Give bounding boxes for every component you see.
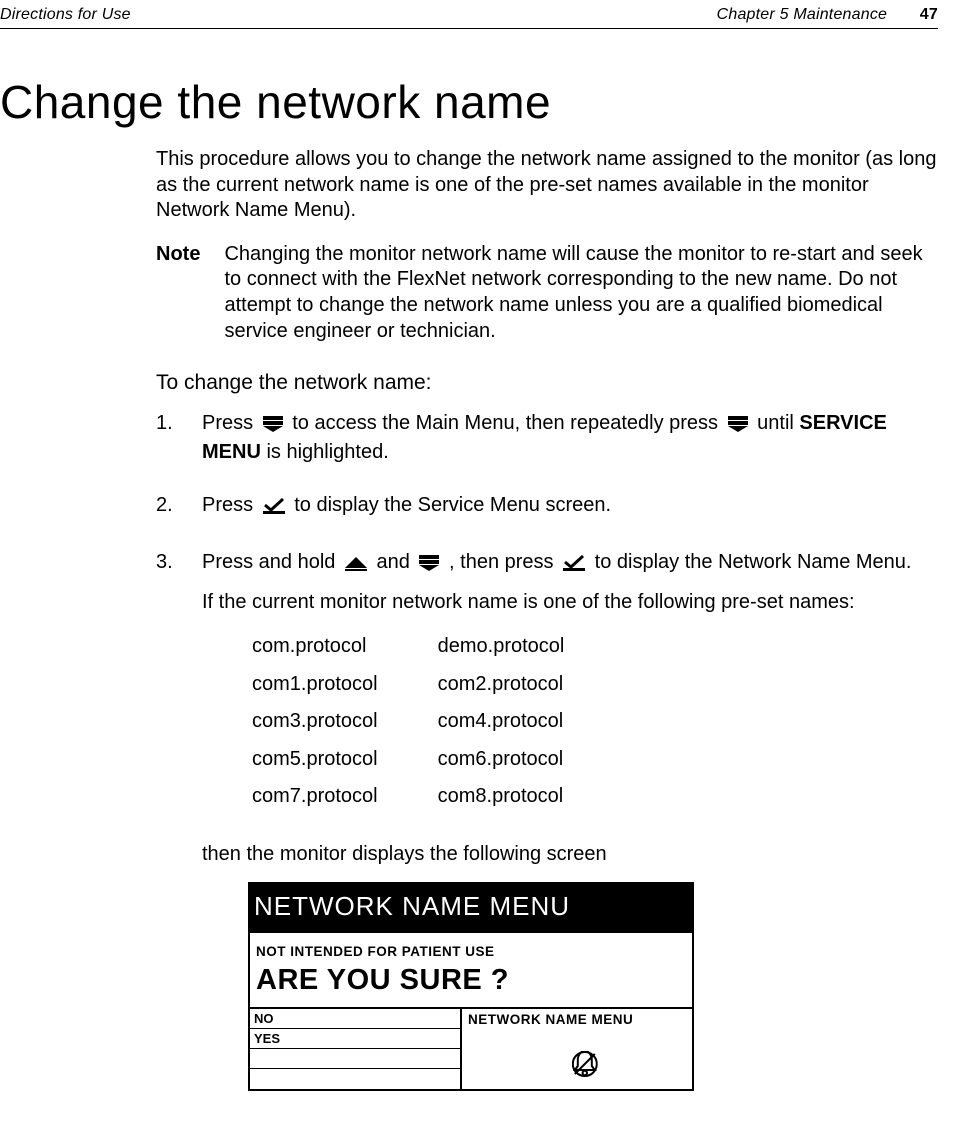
- screen-options-col: NO YES: [250, 1009, 462, 1089]
- protocol-cell: com4.protocol: [438, 703, 625, 741]
- screen-mid: NOT INTENDED FOR PATIENT USE ARE YOU SUR…: [250, 933, 692, 1007]
- screen-lower: NO YES NETWORK NAME MENU: [250, 1007, 692, 1089]
- table-row: com1.protocolcom2.protocol: [252, 666, 624, 704]
- screen-right-label: NETWORK NAME MENU: [468, 1011, 692, 1028]
- runhead-left: Directions for Use: [0, 6, 131, 24]
- step-2: Press to display the Service Menu screen…: [156, 493, 938, 534]
- protocol-cell: com1.protocol: [252, 666, 438, 704]
- note-label: Note: [156, 242, 200, 344]
- step-1: Press to access the Main Menu, then repe…: [156, 411, 938, 477]
- runhead-right: Chapter 5 Maintenance 47: [717, 6, 938, 24]
- protocol-cell: com5.protocol: [252, 741, 438, 779]
- screen-option-yes[interactable]: YES: [250, 1029, 460, 1049]
- note-body: Changing the monitor network name will c…: [224, 242, 938, 344]
- runhead-chapter: Chapter 5 Maintenance: [717, 6, 888, 23]
- section-title: Change the network name: [0, 75, 938, 129]
- check-underline-icon: [263, 496, 285, 522]
- page-number: 47: [892, 6, 938, 23]
- protocol-cell: demo.protocol: [438, 628, 625, 666]
- table-row: com7.protocolcom8.protocol: [252, 778, 624, 816]
- table-row: com5.protocolcom6.protocol: [252, 741, 624, 779]
- screen-line1: NOT INTENDED FOR PATIENT USE: [256, 943, 686, 960]
- protocol-cell: com.protocol: [252, 628, 438, 666]
- step-3-subtext: If the current monitor network name is o…: [202, 590, 938, 616]
- table-row: com.protocoldemo.protocol: [252, 628, 624, 666]
- sub-heading: To change the network name:: [156, 370, 938, 397]
- intro-paragraph: This procedure allows you to change the …: [156, 147, 938, 224]
- protocol-cell: com3.protocol: [252, 703, 438, 741]
- up-triangle-icon: [345, 553, 367, 579]
- note-block: Note Changing the monitor network name w…: [156, 242, 938, 344]
- screen-line2: ARE YOU SURE ?: [256, 962, 686, 1003]
- step-3-text: Press and hold and , then press: [202, 550, 938, 579]
- steps-list: Press to access the Main Menu, then repe…: [156, 411, 938, 1091]
- screen-blank-row: [250, 1069, 460, 1089]
- running-header: Directions for Use Chapter 5 Maintenance…: [0, 0, 938, 29]
- down-stack-icon: [728, 414, 748, 440]
- then-text: then the monitor displays the following …: [202, 842, 938, 868]
- step-1-text: Press to access the Main Menu, then repe…: [202, 411, 938, 465]
- bell-slash-icon: [572, 1051, 598, 1089]
- check-underline-icon: [563, 553, 585, 579]
- down-stack-icon: [263, 414, 283, 440]
- screen-option-no[interactable]: NO: [250, 1009, 460, 1029]
- protocol-cell: com8.protocol: [438, 778, 625, 816]
- step-2-text: Press to display the Service Menu screen…: [202, 493, 938, 522]
- network-name-menu-screen: NETWORK NAME MENU NOT INTENDED FOR PATIE…: [248, 882, 694, 1092]
- down-stack-icon: [419, 553, 439, 579]
- protocol-cell: com2.protocol: [438, 666, 625, 704]
- screen-title: NETWORK NAME MENU: [250, 884, 692, 933]
- protocol-cell: com7.protocol: [252, 778, 438, 816]
- protocol-table: com.protocoldemo.protocolcom1.protocolco…: [252, 628, 624, 816]
- protocol-cell: com6.protocol: [438, 741, 625, 779]
- screen-right-col: NETWORK NAME MENU: [462, 1009, 692, 1089]
- step-3: Press and hold and , then press: [156, 550, 938, 1091]
- table-row: com3.protocolcom4.protocol: [252, 703, 624, 741]
- screen-blank-row: [250, 1049, 460, 1069]
